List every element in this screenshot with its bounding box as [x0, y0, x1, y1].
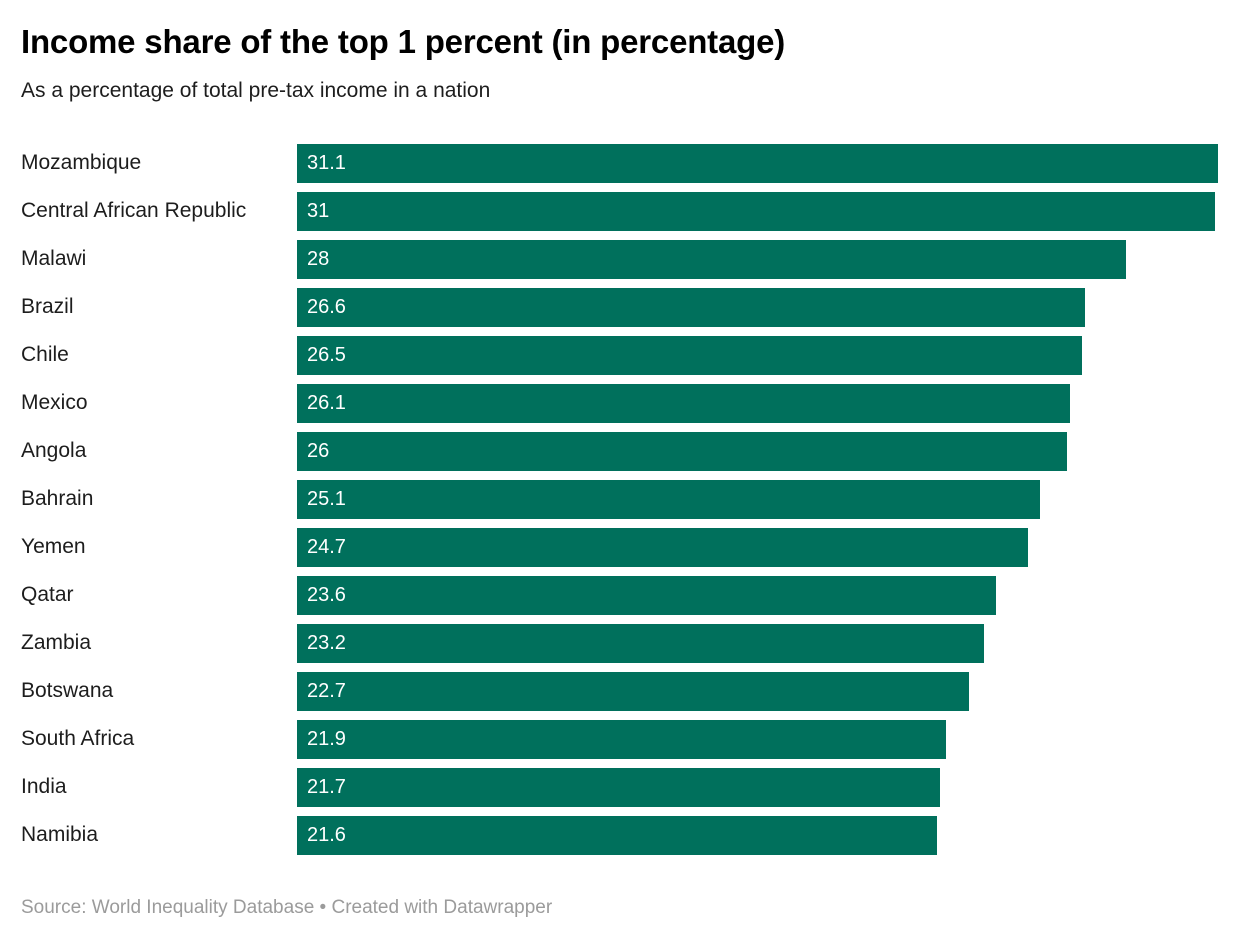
category-label: Namibia: [21, 823, 99, 846]
bar: 25.1: [297, 479, 1041, 519]
bar-row: Angola 26: [0, 427, 1240, 475]
bar: 26: [297, 431, 1067, 471]
bar-row: Botswana 22.7: [0, 667, 1240, 715]
category-label: Angola: [21, 439, 87, 462]
bar: 31: [297, 191, 1216, 231]
bar-track: 26.5: [297, 335, 1218, 375]
value-label: 21.9: [307, 727, 346, 750]
source-credit-line: Source: World Inequality Database • Crea…: [21, 897, 553, 918]
category-label: Central African Republic: [21, 199, 247, 222]
bar: 21.6: [297, 815, 937, 855]
bar-track: 21.7: [297, 767, 1218, 807]
bar: 22.7: [297, 671, 970, 711]
value-label: 23.6: [307, 583, 346, 606]
bar: 24.7: [297, 527, 1029, 567]
bar-row: South Africa 21.9: [0, 715, 1240, 763]
bar-track: 26.1: [297, 383, 1218, 423]
bar: 26.1: [297, 383, 1070, 423]
bar: 26.5: [297, 335, 1082, 375]
category-label: India: [21, 775, 67, 798]
value-label: 26.1: [307, 391, 346, 414]
bar-row: Mozambique 31.1: [0, 139, 1240, 187]
bar: 21.9: [297, 719, 946, 759]
value-label: 21.7: [307, 775, 346, 798]
value-label: 28: [307, 247, 330, 270]
category-label: South Africa: [21, 727, 135, 750]
bar-track: 24.7: [297, 527, 1218, 567]
bar-track: 21.9: [297, 719, 1218, 759]
bar: 31.1: [297, 143, 1218, 183]
value-label: 23.2: [307, 631, 346, 654]
category-label: Qatar: [21, 583, 74, 606]
bar: 26.6: [297, 287, 1085, 327]
bar-row: India 21.7: [0, 763, 1240, 811]
chart-title: Income share of the top 1 percent (in pe…: [21, 23, 786, 60]
value-label: 31.1: [307, 151, 346, 174]
category-label: Malawi: [21, 247, 87, 270]
bar-track: 31.1: [297, 143, 1218, 183]
bar-row: Central African Republic 31: [0, 187, 1240, 235]
bar-track: 31: [297, 191, 1218, 231]
bar-track: 25.1: [297, 479, 1218, 519]
chart-subtitle: As a percentage of total pre-tax income …: [21, 79, 491, 102]
bar-track: 23.6: [297, 575, 1218, 615]
value-label: 24.7: [307, 535, 346, 558]
value-label: 22.7: [307, 679, 346, 702]
bar: 28: [297, 239, 1127, 279]
value-label: 31: [307, 199, 330, 222]
value-label: 26.6: [307, 295, 346, 318]
category-label: Chile: [21, 343, 69, 366]
bar-track: 28: [297, 239, 1218, 279]
value-label: 21.6: [307, 823, 346, 846]
value-label: 26: [307, 439, 330, 462]
chart-header: Income share of the top 1 percent (in pe…: [0, 0, 1240, 104]
value-label: 25.1: [307, 487, 346, 510]
bar-track: 26.6: [297, 287, 1218, 327]
category-label: Bahrain: [21, 487, 94, 510]
bar-row: Chile 26.5: [0, 331, 1240, 379]
bar-track: 22.7: [297, 671, 1218, 711]
category-label: Botswana: [21, 679, 114, 702]
bar: 23.6: [297, 575, 996, 615]
bar-row: Namibia 21.6: [0, 811, 1240, 859]
bar-track: 21.6: [297, 815, 1218, 855]
bar-track: 26: [297, 431, 1218, 471]
bar-row: Qatar 23.6: [0, 571, 1240, 619]
bar-row: Yemen 24.7: [0, 523, 1240, 571]
bar-row: Brazil 26.6: [0, 283, 1240, 331]
bar-row: Zambia 23.2: [0, 619, 1240, 667]
bar-track: 23.2: [297, 623, 1218, 663]
category-label: Mexico: [21, 391, 88, 414]
bar: 21.7: [297, 767, 940, 807]
bar-row: Bahrain 25.1: [0, 475, 1240, 523]
category-label: Brazil: [21, 295, 74, 318]
bar-row: Mexico 26.1: [0, 379, 1240, 427]
bar-row: Malawi 28: [0, 235, 1240, 283]
bar: 23.2: [297, 623, 985, 663]
category-label: Mozambique: [21, 151, 142, 174]
value-label: 26.5: [307, 343, 346, 366]
category-label: Zambia: [21, 631, 92, 654]
bar-chart-plot: Mozambique 31.1 Central African Republic 31…: [0, 139, 1240, 859]
category-label: Yemen: [21, 535, 86, 558]
